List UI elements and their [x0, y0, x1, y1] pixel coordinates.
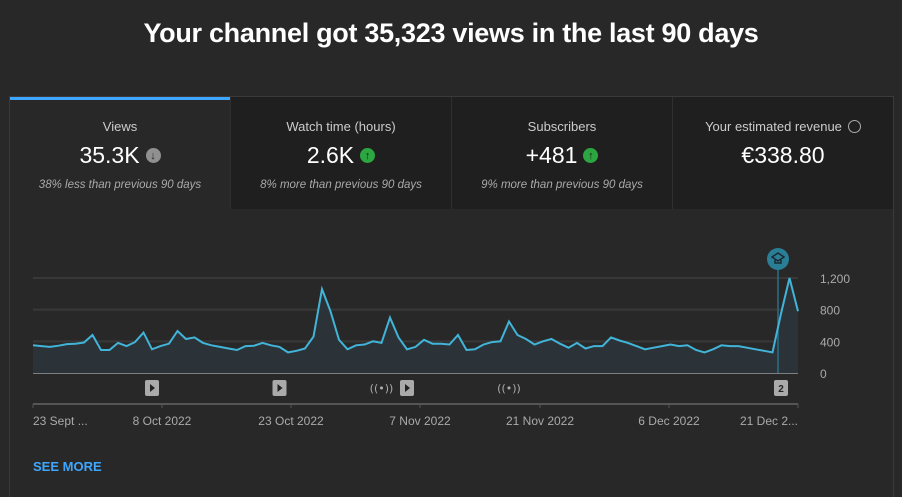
tab-label: Watch time (hours)	[286, 119, 396, 134]
tab-comparison: 9% more than previous 90 days	[481, 179, 643, 191]
analytics-card: Views 35.3K ↓ 38% less than previous 90 d…	[9, 96, 894, 497]
x-tick-label: 8 Oct 2022	[133, 414, 192, 428]
graduation-cap-glyph	[770, 252, 786, 264]
x-tick-label: 21 Dec 2...	[740, 414, 798, 428]
arrow-up-icon: ↑	[583, 148, 599, 163]
series-line	[32, 277, 799, 354]
x-tick-label: 21 Nov 2022	[506, 414, 574, 428]
clock-icon	[847, 120, 861, 133]
x-tick-label: 6 Dec 2022	[638, 414, 700, 428]
arrow-up-icon: ↑	[360, 148, 376, 163]
tab-subscribers[interactable]: Subscribers +481 ↑ 9% more than previous …	[452, 97, 673, 209]
page-title: Your channel got 35,323 views in the las…	[143, 18, 759, 48]
graduation-cap-icon	[767, 248, 789, 270]
y-tick-label: 1,200	[820, 272, 850, 286]
group-marker	[774, 380, 788, 396]
tab-comparison: 8% more than previous 90 days	[260, 179, 422, 191]
tab-label: Your estimated revenue	[705, 119, 842, 134]
y-tick-label: 800	[820, 304, 840, 318]
play-icon	[277, 384, 283, 392]
play-icon	[150, 384, 155, 392]
tab-value: +481	[525, 142, 578, 168]
tab-value: 35.3K	[79, 142, 140, 168]
tab-revenue[interactable]: Your estimated revenue €338.80	[673, 97, 893, 209]
tab-label: Subscribers	[527, 119, 597, 134]
see-more-link[interactable]: SEE MORE	[33, 459, 102, 474]
y-tick-label: 0	[820, 367, 827, 381]
y-tick-label: 400	[820, 335, 840, 349]
area-fill	[33, 278, 798, 373]
tab-views[interactable]: Views 35.3K ↓ 38% less than previous 90 d…	[10, 97, 231, 209]
tab-value: 2.6K	[306, 142, 355, 168]
arrow-down-icon: ↓	[145, 148, 161, 163]
x-tick-label: 23 Oct 2022	[258, 414, 324, 428]
tab-label: Views	[102, 119, 138, 134]
live-marker-icon: ((•))	[497, 382, 521, 395]
play-icon	[405, 384, 410, 392]
x-tick-label: 7 Nov 2022	[389, 414, 451, 428]
x-tick-label: 23 Sept ...	[33, 414, 88, 428]
tab-comparison: 38% less than previous 90 days	[38, 179, 202, 191]
live-marker-icon: ((•))	[370, 382, 394, 395]
group-marker-label: 2	[778, 384, 784, 395]
tab-watch-time[interactable]: Watch time (hours) 2.6K ↑ 8% more than pr…	[231, 97, 452, 209]
tab-value: €338.80	[741, 142, 825, 168]
